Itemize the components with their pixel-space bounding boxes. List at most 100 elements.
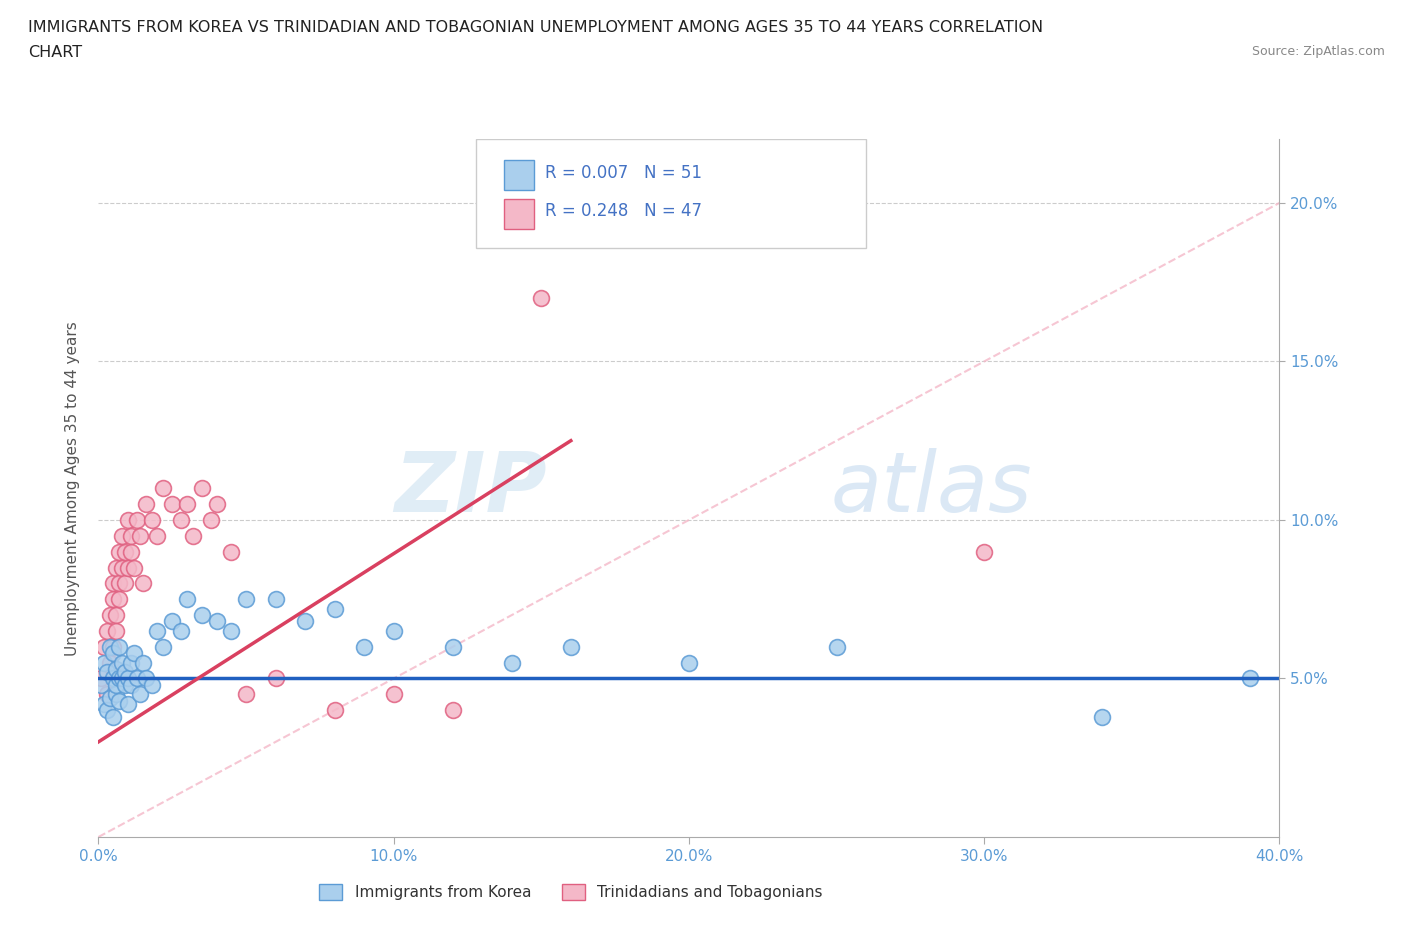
Point (560, 639, 582, 654)
Point (108, 639, 131, 654)
Point (96, 687, 118, 702)
Point (111, 671, 134, 686)
Point (181, 528, 204, 543)
Point (105, 607, 128, 622)
Point (501, 655, 523, 670)
Text: atlas: atlas (831, 447, 1032, 529)
Point (1239, 671, 1261, 686)
Point (117, 671, 139, 686)
Point (125, 512, 148, 527)
Bar (503, 199, 534, 229)
Point (382, 623, 405, 638)
Point (103, 576, 125, 591)
Point (235, 687, 257, 702)
Point (120, 528, 142, 543)
Point (530, 290, 553, 305)
Point (117, 512, 139, 527)
Point (441, 703, 464, 718)
Point (111, 528, 134, 543)
Point (205, 614, 228, 629)
Point (146, 623, 169, 638)
Point (152, 481, 174, 496)
Point (176, 497, 198, 512)
Point (103, 639, 125, 654)
Point (98, 639, 121, 654)
Point (146, 528, 169, 543)
Point (108, 576, 131, 591)
Point (125, 671, 148, 686)
Point (117, 560, 139, 575)
Point (108, 544, 131, 559)
Point (98, 607, 121, 622)
Text: ZIP: ZIP (395, 447, 547, 529)
Text: IMMIGRANTS FROM KOREA VS TRINIDADIAN AND TOBAGONIAN UNEMPLOYMENT AMONG AGES 35 T: IMMIGRANTS FROM KOREA VS TRINIDADIAN AND… (28, 20, 1043, 35)
Point (973, 544, 995, 559)
Point (170, 512, 193, 527)
Point (120, 677, 142, 692)
Point (105, 661, 128, 676)
Point (135, 497, 157, 512)
Y-axis label: Unemployment Among Ages 35 to 44 years: Unemployment Among Ages 35 to 44 years (65, 321, 80, 656)
Point (200, 512, 222, 527)
Point (132, 655, 155, 670)
Point (191, 481, 214, 496)
Point (128, 687, 150, 702)
FancyBboxPatch shape (477, 140, 866, 247)
Point (678, 655, 700, 670)
Point (294, 614, 316, 629)
Point (353, 639, 375, 654)
Point (114, 544, 136, 559)
Point (96, 623, 118, 638)
Point (114, 665, 136, 680)
Point (219, 623, 242, 638)
Point (141, 677, 163, 692)
Point (108, 693, 131, 708)
Point (93, 639, 115, 654)
Point (96, 703, 118, 718)
Legend: Immigrants from Korea, Trinidadians and Tobagonians: Immigrants from Korea, Trinidadians and … (314, 878, 828, 906)
Text: Source: ZipAtlas.com: Source: ZipAtlas.com (1251, 45, 1385, 58)
Text: R = 0.248   N = 47: R = 0.248 N = 47 (546, 203, 702, 220)
Text: CHART: CHART (28, 45, 82, 60)
Point (111, 655, 134, 670)
Point (103, 671, 125, 686)
Point (105, 560, 128, 575)
Point (96, 665, 118, 680)
Point (122, 645, 145, 660)
Point (103, 709, 125, 724)
Point (120, 544, 142, 559)
Point (264, 591, 287, 606)
Point (93, 697, 115, 711)
Point (323, 703, 346, 718)
Point (235, 591, 257, 606)
Point (114, 576, 136, 591)
Point (132, 576, 155, 591)
Point (128, 528, 150, 543)
Point (162, 614, 183, 629)
Point (191, 607, 214, 622)
Point (264, 671, 287, 686)
Point (678, 211, 700, 226)
Point (122, 560, 145, 575)
Bar (503, 160, 534, 190)
Point (105, 687, 128, 702)
Point (170, 623, 193, 638)
Text: R = 0.007   N = 51: R = 0.007 N = 51 (546, 164, 702, 182)
Point (108, 591, 131, 606)
Point (98, 655, 121, 670)
Point (90, 671, 112, 686)
Point (90, 677, 112, 692)
Point (117, 697, 139, 711)
Point (141, 512, 163, 527)
Point (323, 602, 346, 617)
Point (108, 671, 131, 686)
Point (111, 560, 134, 575)
Point (98, 690, 121, 705)
Point (93, 655, 115, 670)
Point (205, 497, 228, 512)
Point (825, 639, 848, 654)
Point (114, 677, 136, 692)
Point (219, 544, 242, 559)
Point (105, 623, 128, 638)
Point (162, 497, 183, 512)
